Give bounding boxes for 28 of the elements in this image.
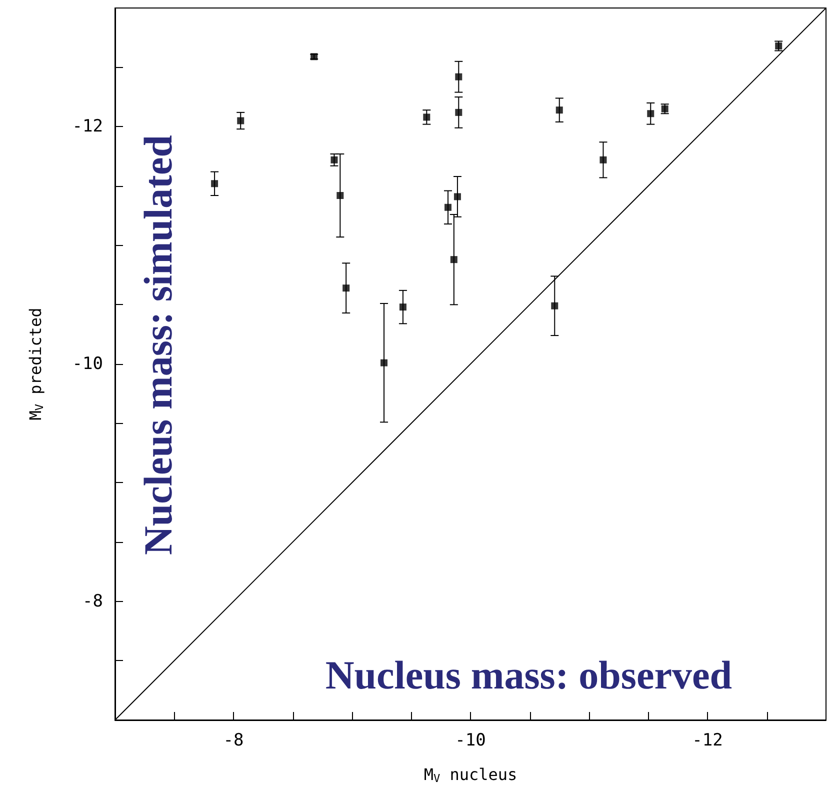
y-tick-label: -8: [82, 591, 103, 612]
x-tick-label: -10: [455, 730, 486, 750]
point: [399, 304, 406, 311]
annotation: Nucleus mass: observed: [325, 652, 732, 698]
point: [454, 193, 461, 200]
y-tick-label: -10: [72, 354, 103, 374]
point: [775, 42, 782, 50]
x-tick-label: -8: [223, 730, 244, 750]
point: [444, 204, 452, 211]
point: [556, 106, 563, 114]
point: [211, 180, 218, 188]
point: [450, 256, 458, 264]
point: [330, 156, 338, 164]
point: [551, 302, 558, 310]
point: [342, 284, 350, 292]
y-axis-title: MV predicted: [26, 308, 46, 420]
y-tick-label: -12: [72, 116, 103, 137]
point: [661, 105, 668, 112]
annotation: Nucleus mass: simulated: [136, 134, 180, 556]
point: [423, 114, 430, 121]
point: [455, 73, 462, 80]
point: [455, 108, 462, 116]
point: [237, 117, 244, 124]
point: [600, 156, 607, 164]
point: [380, 359, 388, 366]
point: [647, 110, 654, 118]
point: [336, 192, 344, 199]
x-tick-label: -12: [692, 730, 723, 750]
